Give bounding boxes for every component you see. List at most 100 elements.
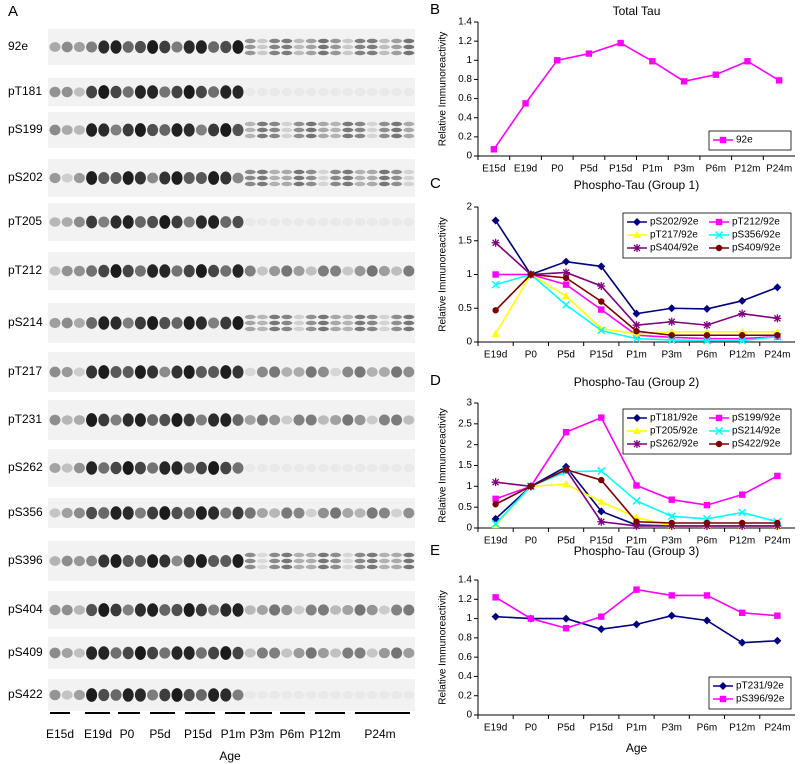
blot-band [61,647,73,659]
blot-band [244,38,256,44]
blot-band [86,461,98,475]
blot-band [244,648,256,658]
marker [598,414,605,421]
blot-band [391,87,403,97]
blot-band [244,507,256,519]
blot-band [73,318,85,328]
blot-band [232,365,244,379]
blot-band [269,414,281,426]
blot-band [244,169,256,175]
blot-band [293,217,305,227]
y-tick-label: 0.5 [458,303,472,314]
blot-band [391,266,403,276]
blot-label: pT181 [8,84,42,98]
blot-band [171,123,183,137]
blot-band [244,133,256,139]
blot-band [305,604,317,616]
blot-band [73,689,85,701]
blot-band [391,181,403,187]
blot-band [403,320,415,326]
blot-band [354,366,366,378]
y-tick-label: 1 [466,55,472,66]
marker [491,238,500,247]
y-tick-label: 1.4 [458,575,472,586]
blot-band [147,40,159,54]
blot-band [256,175,268,181]
blot-x-label: Age [219,749,241,763]
blot-band [317,690,329,700]
blot-band [61,555,73,567]
blot-band [256,169,268,175]
blot-band [61,86,73,98]
panel-letter: D [430,372,441,389]
marker [597,281,606,290]
x-tick-label: P15d [609,164,632,175]
blot-band [378,87,390,97]
x-tick-label: E15d [482,164,505,175]
blot-band [86,603,98,617]
blot-band [366,217,378,227]
x-tick-label: P24m [764,723,790,734]
marker [491,216,500,225]
legend-label: 92e [736,135,753,146]
blot-band [293,326,305,332]
blot-band [195,506,207,520]
blot-band [305,133,317,139]
blot-band [403,44,415,50]
blot-band [269,558,281,564]
x-tick-label: E19d [514,164,537,175]
blot-band [134,461,146,475]
marker [562,466,570,473]
blot-band [147,689,159,701]
blot-band [342,38,354,44]
blot-band [208,646,220,660]
blot-band [342,558,354,564]
blot-band [317,552,329,558]
blot-band [244,127,256,133]
legend-label: pS356/92e [732,230,781,241]
blot-band [134,316,146,330]
blot-band [354,50,366,56]
blot-band [256,507,268,519]
blot-band [122,366,134,378]
blot-band [366,175,378,181]
marker [738,609,746,616]
blot-band [73,648,85,658]
marker [598,613,605,620]
blot-band [232,689,244,701]
blot-band [366,38,378,44]
x-tick-label: P15d [590,350,613,361]
blot-band [342,320,354,326]
blot-band [305,558,317,564]
blot-band [122,123,134,137]
blot-label: pT231 [8,412,42,426]
blot-band [403,552,415,558]
blot-band [134,171,146,185]
blot-band [256,50,268,56]
blot-band [159,264,171,278]
blot-band [110,414,122,426]
legend-box [622,408,792,455]
marker [562,480,571,488]
blot-band [403,38,415,44]
blot-band [232,506,244,520]
blot-band [281,648,293,658]
marker [702,321,711,330]
blot-band [232,462,244,474]
blot-band [49,556,61,566]
blot-band [195,366,207,378]
marker [597,326,606,335]
blot-band [134,216,146,228]
blot-band [366,507,378,519]
blot-band [317,265,329,277]
marker [715,414,723,422]
marker [632,334,641,343]
legend-label: pT205/92e [650,426,698,437]
blot-band [86,646,98,660]
blot-band [378,326,390,332]
blot-band [281,558,293,564]
legend-label: pS409/92e [732,243,781,254]
blot-band [244,463,256,473]
blot-band [86,171,98,185]
marker [703,335,711,342]
